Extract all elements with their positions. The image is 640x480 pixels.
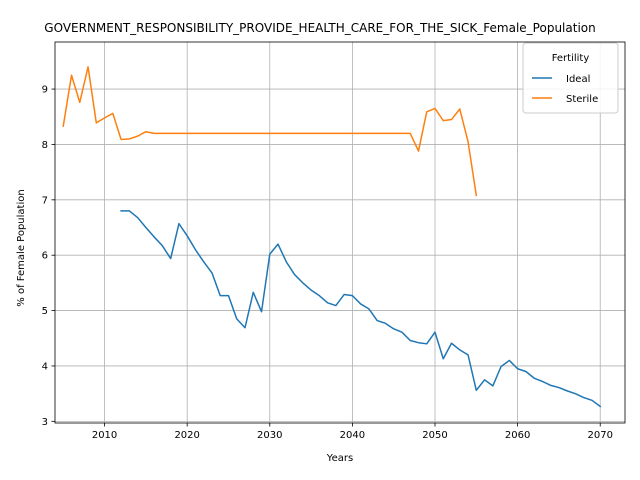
- y-axis-label: % of Female Population: [16, 189, 27, 306]
- x-axis: 2010 2020 2030 2040 2050 2060 2070: [92, 423, 613, 441]
- x-tick-label: 2010: [92, 430, 117, 441]
- y-tick-label: 6: [42, 251, 48, 262]
- x-tick-label: 2050: [422, 430, 447, 441]
- legend-title: Fertility: [552, 53, 590, 64]
- gridlines: [55, 42, 625, 423]
- y-tick-label: 3: [42, 417, 48, 428]
- series-line-sterile: [62, 66, 478, 197]
- legend: Fertility Ideal Sterile: [522, 42, 619, 114]
- legend-box: [522, 42, 619, 114]
- x-axis-label: Years: [326, 453, 353, 464]
- plot-area-frame: [54, 41, 626, 424]
- legend-label-ideal: Ideal: [566, 74, 590, 85]
- y-tick-label: 5: [42, 306, 48, 317]
- x-tick-label: 2060: [505, 430, 530, 441]
- y-tick-label: 9: [42, 85, 48, 96]
- series-layer: [62, 66, 602, 408]
- x-tick-label: 2040: [340, 430, 365, 441]
- x-tick-label: 2030: [257, 430, 282, 441]
- legend-label-sterile: Sterile: [566, 94, 598, 105]
- y-tick-label: 8: [42, 140, 48, 151]
- y-tick-label: 4: [42, 361, 48, 372]
- x-tick-label: 2020: [174, 430, 199, 441]
- x-tick-label: 2070: [587, 430, 612, 441]
- y-tick-label: 7: [42, 195, 48, 206]
- chart-title: GOVERNMENT_RESPONSIBILITY_PROVIDE_HEALTH…: [44, 21, 595, 35]
- y-axis: 3 4 5 6 7 8 9: [42, 85, 55, 428]
- series-line-ideal: [120, 210, 602, 408]
